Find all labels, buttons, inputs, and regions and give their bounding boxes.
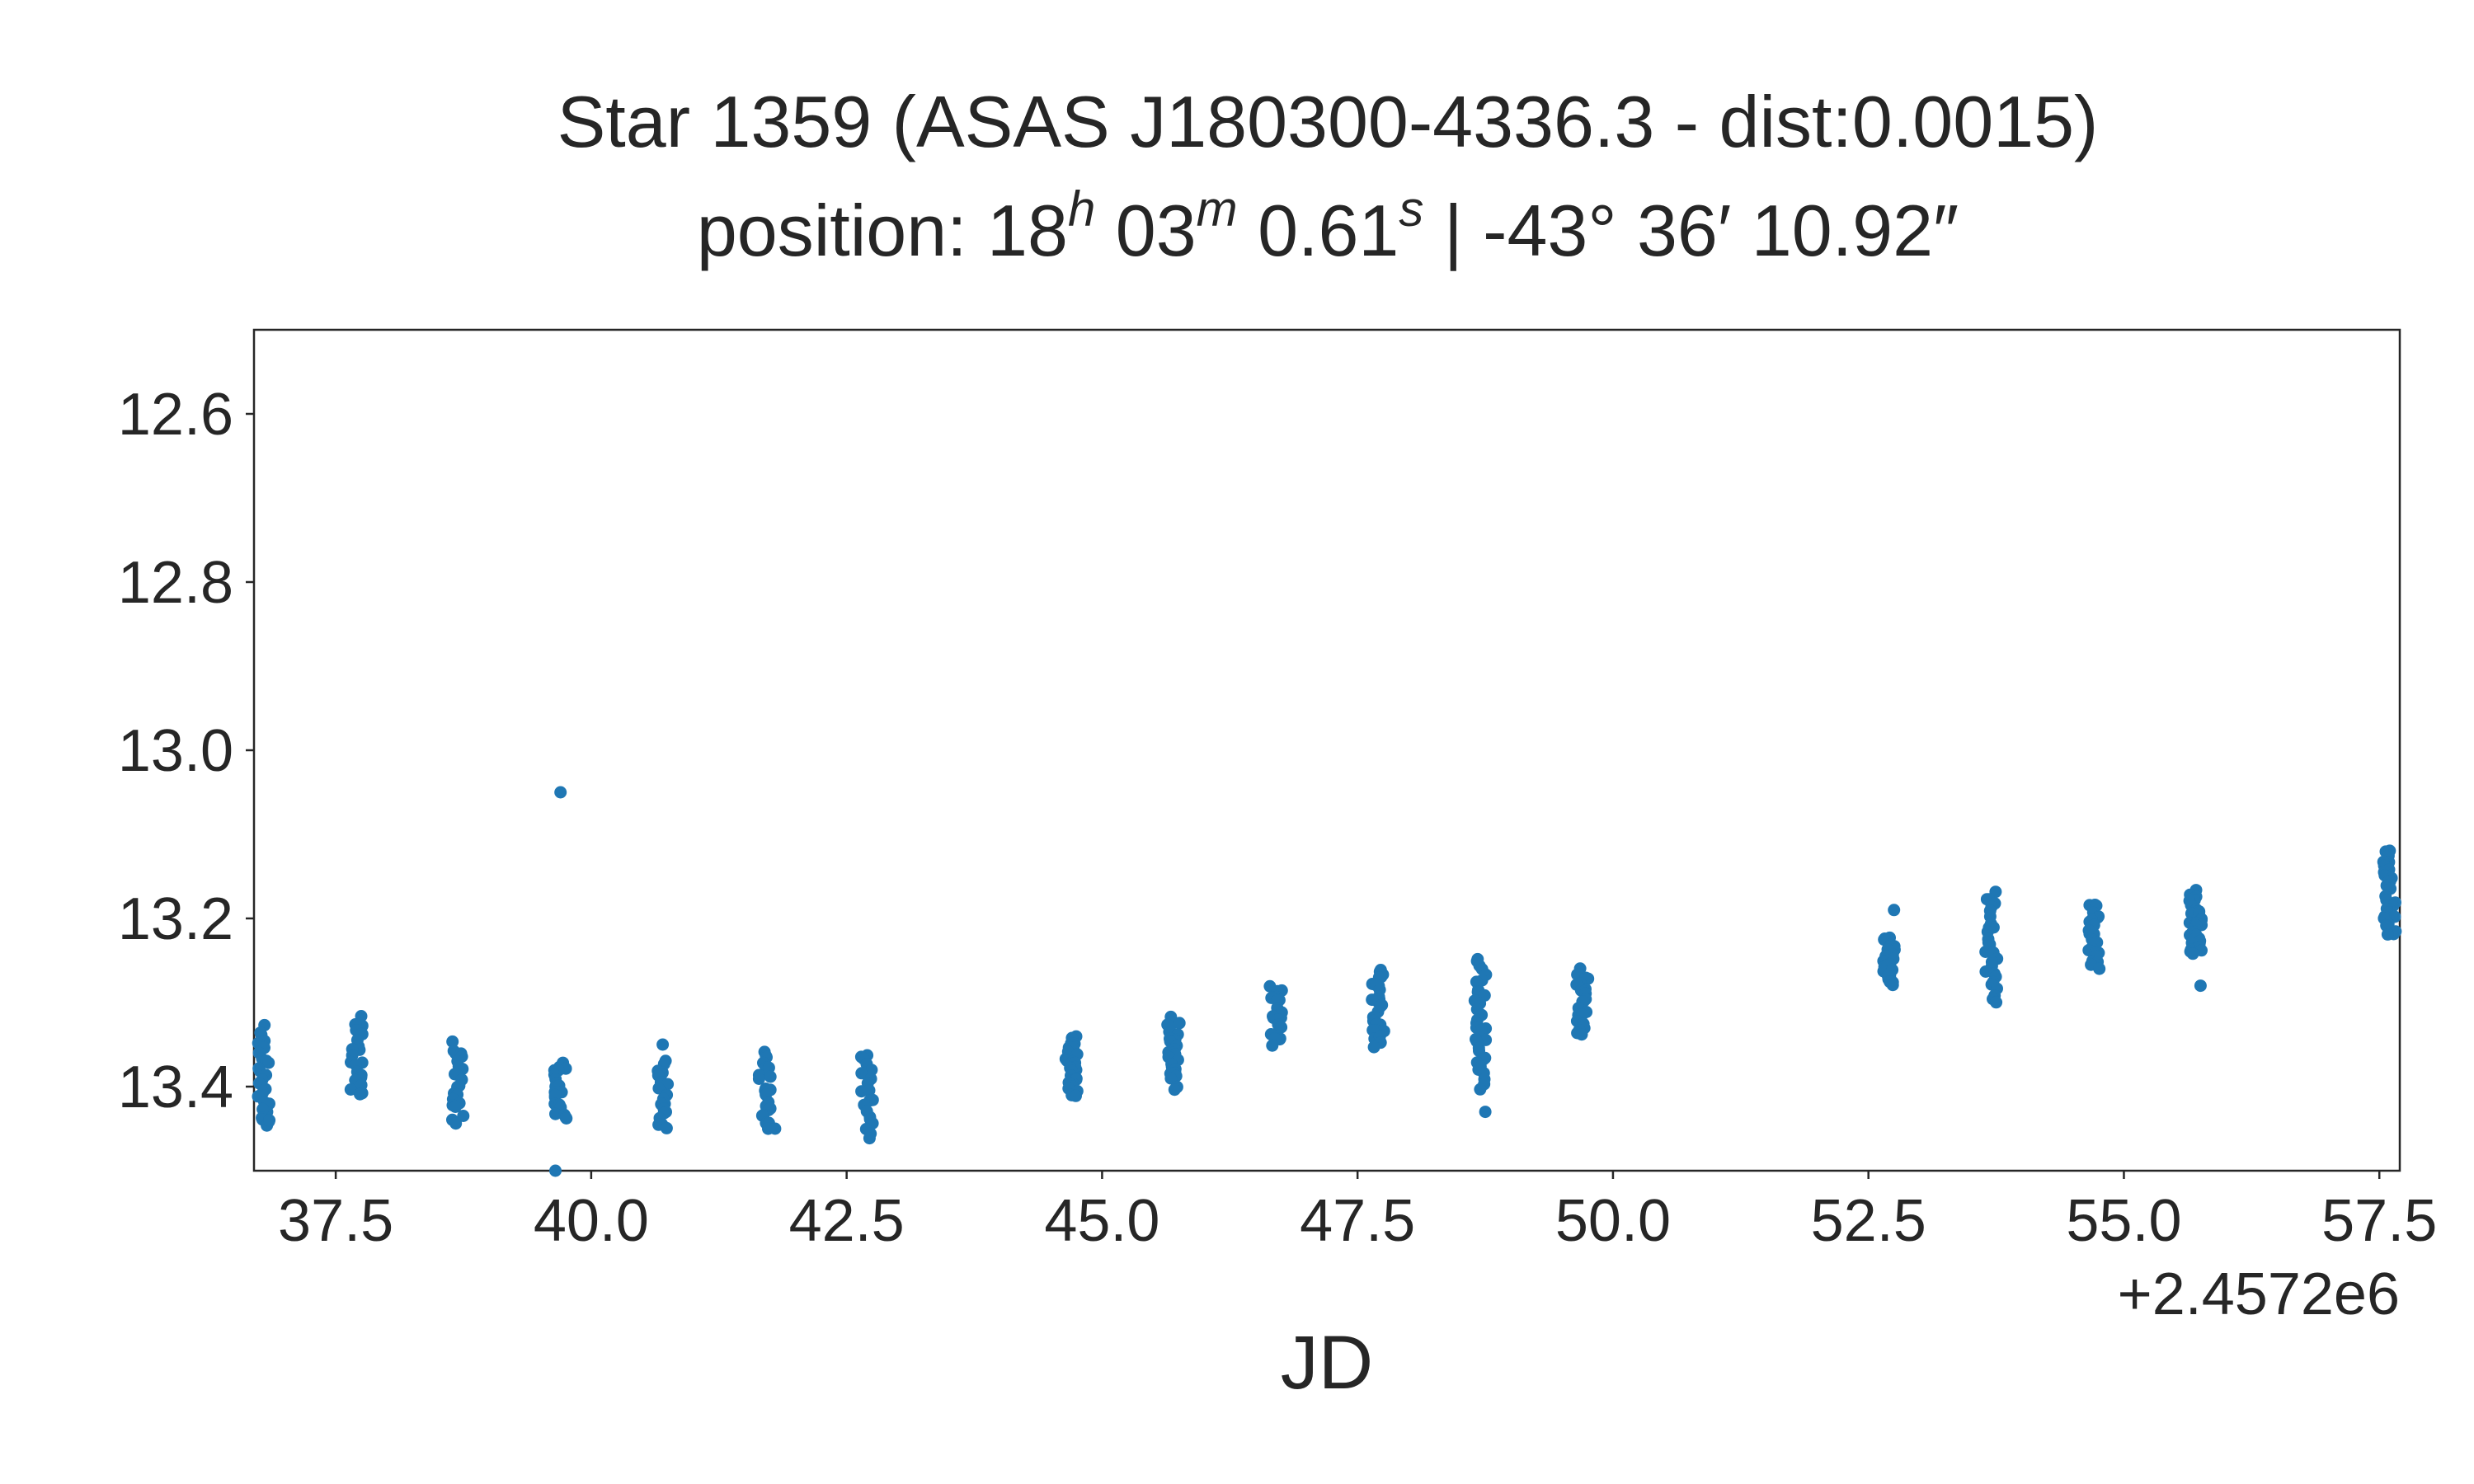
data-point	[1164, 1072, 1178, 1085]
subtitle-ra-minutes: 03	[1095, 190, 1196, 271]
y-tick-label: 13.2	[118, 886, 233, 952]
data-point	[1168, 1083, 1181, 1097]
x-tick-label: 37.5	[278, 1188, 393, 1254]
data-point	[1886, 979, 1899, 992]
data-point	[560, 1112, 573, 1125]
data-point	[1366, 993, 1379, 1007]
subtitle-declination: | -43° 36′ 10.92″	[1423, 190, 1959, 271]
x-tick-label: 40.0	[534, 1188, 649, 1254]
x-tick-label: 57.5	[2321, 1188, 2437, 1254]
data-point	[1275, 1021, 1288, 1034]
data-point	[262, 1056, 275, 1069]
subtitle-hours-superscript: h	[1068, 181, 1095, 237]
data-point	[2093, 962, 2106, 975]
data-point	[1266, 1039, 1279, 1052]
data-point	[1367, 1040, 1380, 1054]
data-point	[549, 1107, 562, 1120]
data-point	[863, 1084, 876, 1097]
x-tick-label: 50.0	[1555, 1188, 1671, 1254]
x-tick-label: 45.0	[1044, 1188, 1159, 1254]
y-tick-label: 13.0	[118, 718, 233, 784]
subtitle-ra-seconds: 0.61	[1238, 190, 1399, 271]
x-tick-label: 47.5	[1300, 1188, 1415, 1254]
x-axis-label: JD	[1281, 1321, 1373, 1405]
data-point	[446, 1035, 459, 1048]
subtitle-minutes-superscript: m	[1197, 181, 1238, 237]
data-point	[660, 1121, 673, 1134]
data-point	[1474, 1082, 1487, 1096]
subtitle-seconds-superscript: s	[1399, 181, 1423, 237]
subtitle-prefix: position:	[697, 190, 987, 271]
data-point	[752, 1073, 765, 1085]
data-point	[855, 1067, 868, 1080]
data-point	[549, 1164, 562, 1177]
plot-area	[252, 328, 2401, 1172]
data-point	[764, 1070, 777, 1083]
chart-title: Star 1359 (ASAS J180300-4336.3 - dist:0.…	[557, 81, 2099, 162]
x-tick-label: 55.0	[2066, 1188, 2181, 1254]
data-point	[769, 1122, 782, 1135]
scatter-points	[252, 786, 2402, 1177]
data-point	[263, 1114, 276, 1127]
y-axis-ticks: 12.6 12.8 13.0 13.2 13.4	[118, 382, 254, 1120]
data-point	[457, 1110, 470, 1122]
data-point	[1479, 1106, 1492, 1119]
data-point	[1575, 1028, 1588, 1041]
data-point	[344, 1083, 357, 1096]
data-point	[1990, 996, 2003, 1009]
data-point	[2186, 947, 2199, 960]
y-tick-label: 13.4	[118, 1054, 233, 1120]
data-point	[554, 786, 567, 799]
subtitle-ra-hours: 18	[987, 190, 1068, 271]
data-point	[656, 1038, 670, 1051]
data-point	[548, 1088, 562, 1101]
data-point	[865, 1064, 878, 1077]
data-point	[449, 1117, 463, 1130]
data-point	[2194, 979, 2207, 993]
y-tick-label: 12.8	[118, 550, 233, 616]
y-tick-label: 12.6	[118, 382, 233, 448]
data-point	[354, 1087, 366, 1101]
x-tick-label: 42.5	[789, 1188, 905, 1254]
data-point	[449, 1101, 462, 1113]
x-axis-ticks: 37.5 40.0 42.5 45.0 47.5 50.0 52.5 55.0 57.5	[278, 1171, 2437, 1254]
data-point	[1888, 904, 1901, 917]
data-point	[1070, 1089, 1082, 1102]
data-point	[1173, 1017, 1186, 1030]
chart-subtitle: position: 18h 03m 0.61s | -43° 36′ 10.92…	[697, 181, 1959, 271]
x-axis-offset-label: +2.4572e6	[2118, 1261, 2400, 1327]
data-point	[2381, 928, 2394, 941]
data-point	[863, 1132, 876, 1145]
data-point	[1475, 1023, 1488, 1036]
x-tick-label: 52.5	[1811, 1188, 1926, 1254]
